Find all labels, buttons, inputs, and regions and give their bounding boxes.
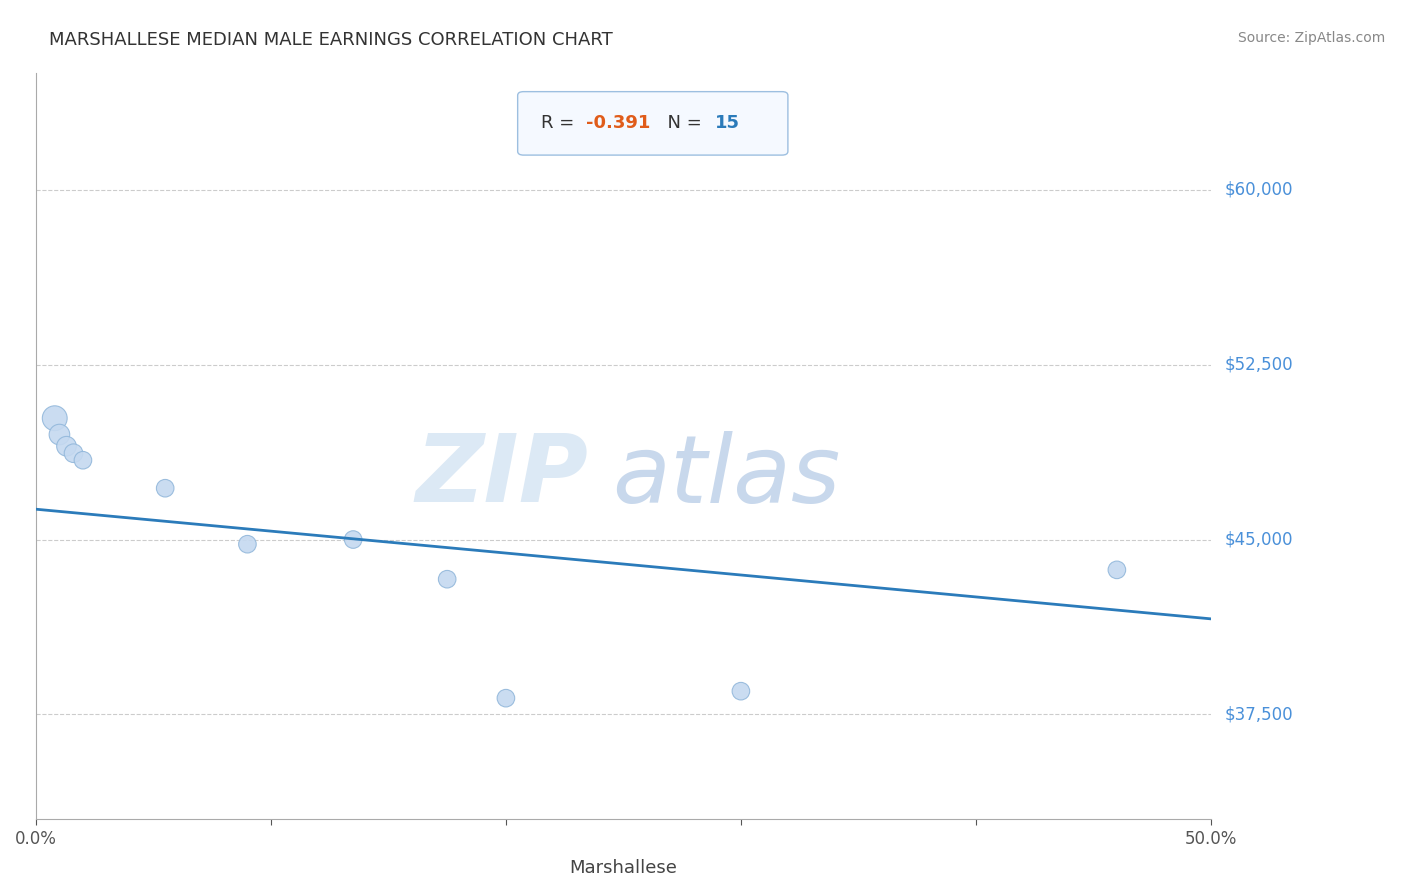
Text: $37,500: $37,500	[1225, 706, 1294, 723]
Text: $60,000: $60,000	[1225, 180, 1294, 199]
Text: $45,000: $45,000	[1225, 531, 1294, 549]
Text: -0.391: -0.391	[586, 114, 650, 132]
Point	[55, 439, 77, 453]
Text: $52,500: $52,500	[1225, 356, 1294, 374]
Text: Source: ZipAtlas.com: Source: ZipAtlas.com	[1237, 31, 1385, 45]
Point	[495, 691, 517, 706]
Text: ZIP: ZIP	[415, 430, 588, 522]
Point	[236, 537, 259, 551]
Text: R =: R =	[541, 114, 581, 132]
Point	[436, 572, 458, 586]
Point	[62, 446, 84, 460]
X-axis label: Marshallese: Marshallese	[569, 859, 678, 877]
Text: 15: 15	[716, 114, 740, 132]
Text: atlas: atlas	[612, 431, 839, 522]
Point	[1105, 563, 1128, 577]
Point	[730, 684, 752, 698]
Point	[72, 453, 94, 467]
Text: N =: N =	[657, 114, 707, 132]
Point	[153, 481, 176, 495]
FancyBboxPatch shape	[517, 92, 787, 155]
Point	[342, 533, 364, 547]
Text: MARSHALLESE MEDIAN MALE EARNINGS CORRELATION CHART: MARSHALLESE MEDIAN MALE EARNINGS CORRELA…	[49, 31, 613, 49]
Point	[48, 427, 70, 442]
Point	[44, 411, 66, 425]
